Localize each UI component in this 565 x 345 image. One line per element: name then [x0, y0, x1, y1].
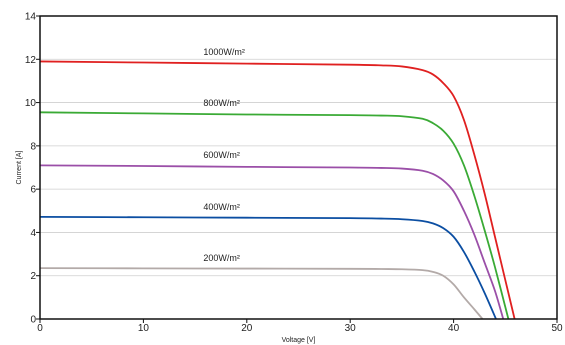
series-label: 400W/m²	[203, 202, 240, 212]
x-tick-label: 10	[138, 323, 150, 334]
plot-frame	[39, 15, 558, 320]
y-axis-ticks: 0 2 4 6 8 10 12 14	[25, 12, 40, 326]
y-tick-label: 6	[30, 185, 36, 196]
series-line-4	[39, 267, 484, 320]
series-line-1	[39, 111, 510, 320]
y-tick-label: 14	[25, 12, 37, 23]
series-labels: 1000W/m² 800W/m² 600W/m² 400W/m² 200W/m²	[203, 47, 245, 263]
x-tick-label: 50	[551, 323, 563, 334]
y-tick-label: 4	[30, 228, 36, 239]
series-label: 800W/m²	[203, 98, 240, 108]
series-line-2	[39, 164, 505, 320]
series-group	[39, 60, 516, 320]
x-tick-label: 0	[37, 323, 43, 334]
y-tick-label: 10	[25, 98, 37, 109]
series-label: 600W/m²	[203, 150, 240, 160]
series-line-0	[39, 60, 516, 320]
x-axis-label: Voltage [V]	[282, 337, 316, 344]
y-tick-label: 2	[30, 271, 36, 282]
x-tick-label: 20	[241, 323, 253, 334]
y-tick-label: 8	[30, 141, 36, 152]
x-tick-label: 40	[448, 323, 460, 334]
grid-lines	[40, 58, 557, 277]
x-axis-ticks: 0 10 20 30 40 50	[37, 319, 563, 334]
x-tick-label: 30	[345, 323, 357, 334]
y-tick-label: 12	[25, 55, 37, 66]
series-label: 200W/m²	[203, 253, 240, 263]
series-label: 1000W/m²	[203, 47, 245, 57]
y-tick-label: 0	[30, 315, 36, 326]
y-axis-label: Current [A]	[16, 151, 23, 185]
series-line-3	[39, 215, 497, 320]
